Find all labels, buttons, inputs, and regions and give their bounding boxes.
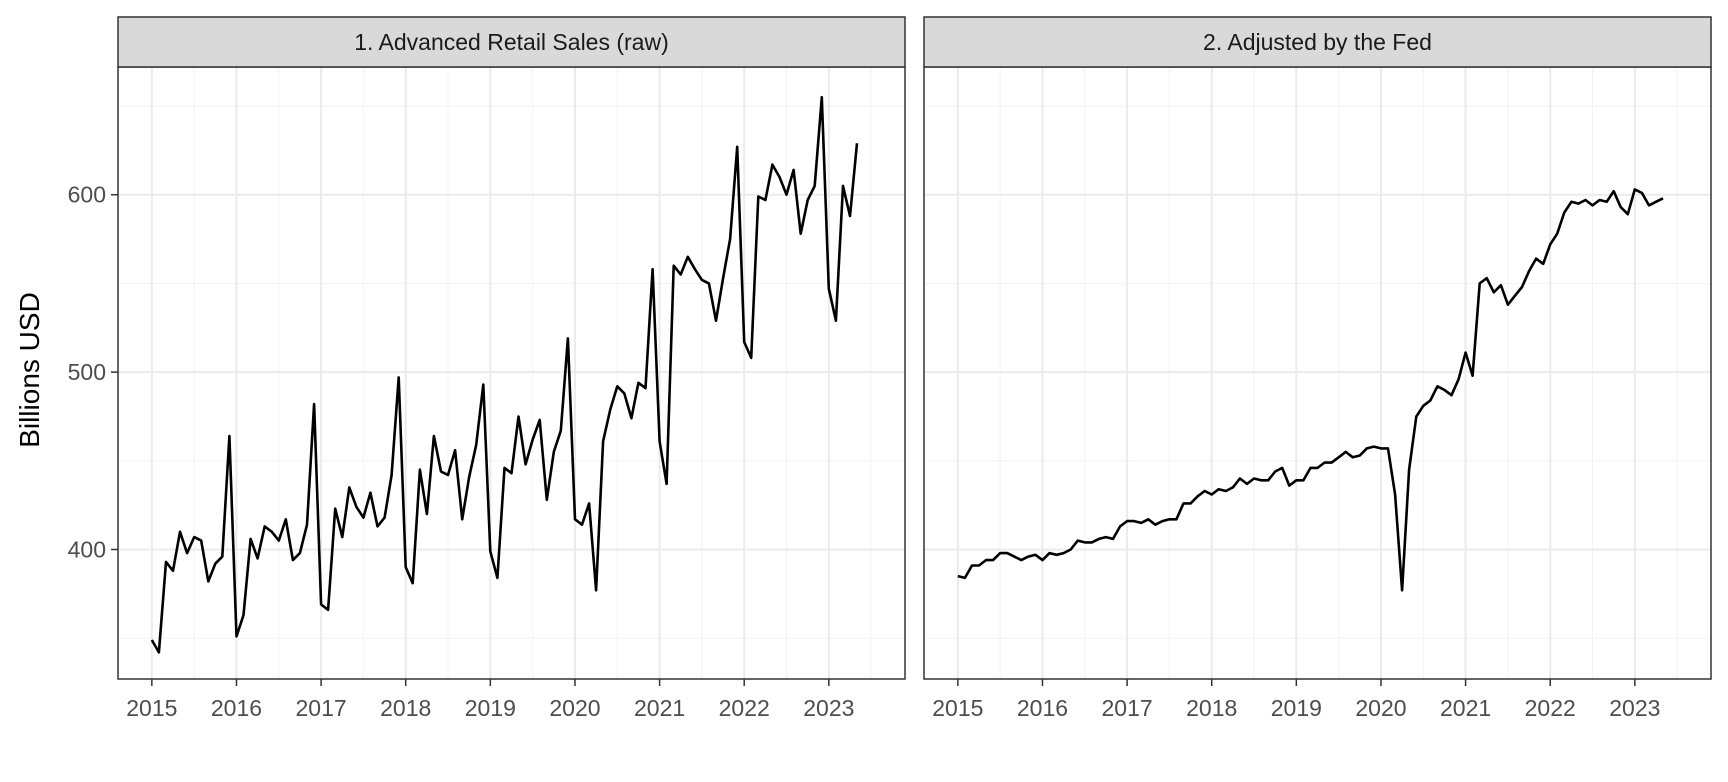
panel-2-x-tick-label: 2019 xyxy=(1271,695,1322,721)
panel-2-x-tick-label: 2023 xyxy=(1609,695,1660,721)
panel-1-x-tick-label: 2019 xyxy=(465,695,516,721)
panel-2-x-tick-label: 2015 xyxy=(932,695,983,721)
panel-2-x-tick-label: 2016 xyxy=(1017,695,1068,721)
panel-2-x-tick-label: 2021 xyxy=(1440,695,1491,721)
panel-2-title: 2. Adjusted by the Fed xyxy=(1203,29,1432,55)
panel-1-x-tick-label: 2017 xyxy=(296,695,347,721)
panel-1-title: 1. Advanced Retail Sales (raw) xyxy=(354,29,669,55)
panel-1-x-tick-label: 2022 xyxy=(719,695,770,721)
y-tick-label: 400 xyxy=(68,537,106,563)
y-tick-label: 600 xyxy=(68,182,106,208)
panel-1-series-line xyxy=(150,95,859,654)
panel-2-x-tick-label: 2017 xyxy=(1102,695,1153,721)
panel-2-x-tick-label: 2018 xyxy=(1186,695,1237,721)
panel-1-x-tick-label: 2015 xyxy=(126,695,177,721)
panel-1-strip xyxy=(117,16,906,68)
panel-1-x-tick-label: 2018 xyxy=(380,695,431,721)
panel-1-x-tick-label: 2016 xyxy=(211,695,262,721)
panel-2-x-tick-label: 2020 xyxy=(1355,695,1406,721)
panel-1-x-tick-label: 2023 xyxy=(803,695,854,721)
panel-1-x-tick-label: 2021 xyxy=(634,695,685,721)
panel-2-series-line xyxy=(957,188,1664,592)
panel-2-strip xyxy=(923,16,1712,68)
y-tick-label: 500 xyxy=(68,359,106,385)
panel-1-x-tick-label: 2020 xyxy=(549,695,600,721)
panel-2-x-tick-label: 2022 xyxy=(1525,695,1576,721)
